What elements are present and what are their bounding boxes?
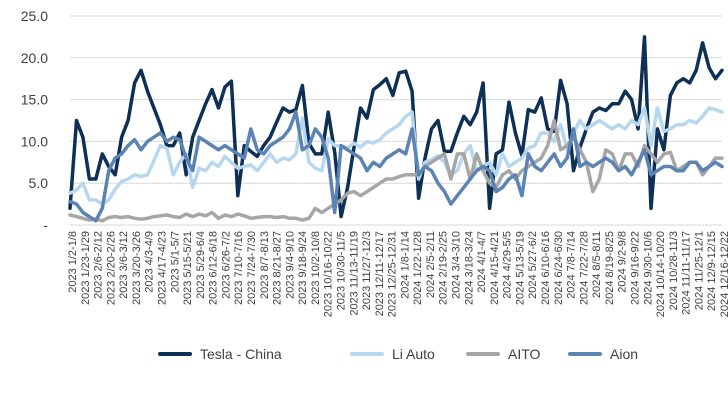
x-tick-label: 2024 10/28-11/3 [668,231,680,310]
gridlines [70,15,722,226]
legend-label: Tesla - China [200,346,282,362]
x-tick-label: 2023 8/21-8/27 [272,231,284,305]
x-tick-label: 2024 4/15-4/21 [489,231,501,305]
y-tick-label: 20.0 [21,50,48,66]
x-tick-label: 2023 5/1-5/7 [169,231,181,293]
legend-label: AITO [508,346,541,362]
x-tick-label: 2024 12/16-12/22 [719,231,728,317]
series-lines [68,35,724,223]
x-tick-label: 2023 7/24-7/30 [246,231,258,305]
series-line-2 [68,118,724,223]
x-tick-label: 2024 8/19-8/25 [604,231,616,305]
x-tick-label: 2024 11/11-11/17 [681,231,693,315]
y-tick-label: 10.0 [21,133,48,149]
x-tick-label: 2024 9/16-9/22 [630,231,642,305]
y-tick-label: - [43,217,48,233]
x-tick-label: 2023 1/23-1/29 [80,231,92,305]
x-tick-label: 2024 4/1-4/7 [476,231,488,293]
x-tick-label: 2024 1/22-1/28 [412,231,424,305]
x-tick-label: 2023 11/13-11/19 [348,231,360,316]
x-tick-label: 2024 1/8-1/14 [399,231,411,299]
x-tick-label: 2023 7/10-7/16 [233,231,245,305]
y-tick-label: 15.0 [21,92,48,108]
x-tick-label: 2024 5/13-5/19 [515,231,527,305]
x-tick-label: 2023 8/7-8/13 [259,231,271,299]
y-tick-label: 5.0 [29,175,49,191]
x-tick-label: 2023 10/30-11/5 [336,231,348,310]
x-tick-label: 2023 4/3-4/9 [144,231,156,293]
x-tick-label: 2023 4/17-4/23 [157,231,169,305]
x-tick-label: 2023 2/6-2/12 [93,231,105,299]
x-tick-label: 2024 6/10-6/16 [540,231,552,305]
x-tick-label: 2024 10/14-10/20 [655,231,667,317]
x-tick-label: 2024 11/25-12/1 [693,231,705,310]
x-axis: 2023 1/2-1/8 2023 1/23-1/29 2023 2/6-2/12 2… [67,231,728,317]
x-tick-label: 2023 12/25-12/31 [387,231,399,317]
x-tick-label: 2024 2/19-2/25 [438,231,450,305]
x-tick-label: 2024 7/22-7/28 [578,231,590,305]
x-tick-label: 2023 2/20-2/26 [105,231,117,305]
x-tick-label: 2023 10/2-10/8 [310,231,322,305]
x-tick-label: 2024 6/24-6/30 [553,231,565,305]
legend-label: Aion [610,346,638,362]
series-line-3 [68,110,724,223]
x-tick-label: 2024 3/4-3/10 [451,231,463,299]
x-tick-label: 2024 5/27-6/2 [527,231,539,299]
legend-label: Li Auto [392,346,435,362]
x-tick-label: 2023 6/26-7/2 [220,231,232,299]
x-tick-label: 2023 5/29-6/4 [195,231,207,299]
x-tick-label: 2023 9/4-9/10 [284,231,296,299]
x-tick-label: 2023 9/18-9/24 [297,231,309,305]
legend: Tesla - China Li Auto AITO Aion [158,346,638,362]
x-tick-label: 2024 2/5-2/11 [425,231,437,298]
x-tick-label: 2023 1/2-1/8 [67,231,79,293]
x-tick-label: 2023 3/6-3/12 [118,231,130,299]
x-tick-label: 2024 3/18-3/24 [463,231,475,305]
x-tick-label: 2024 9/2-9/8 [617,231,629,293]
y-tick-label: 25.0 [21,8,48,24]
x-tick-label: 2023 11/27-12/3 [361,231,373,310]
x-tick-label: 2023 3/20-3/26 [131,231,143,305]
x-tick-label: 2023 6/12-6/18 [208,231,220,305]
x-tick-label: 2024 9/30-10/6 [642,231,654,305]
series-line-0 [68,35,724,219]
x-tick-label: 2024 8/5-8/11 [591,231,603,298]
y-axis: 25.0 20.0 15.0 10.0 5.0 - [21,8,49,233]
x-tick-label: 2023 10/16-10/22 [323,231,335,317]
x-tick-label: 2023 12/11-12/17 [374,231,386,316]
x-tick-label: 2024 4/29-5/5 [502,231,514,299]
x-tick-label: 2023 5/15-5/21 [182,231,194,305]
x-tick-label: 2024 12/9-12/15 [706,231,718,311]
series-line-1 [68,106,724,206]
x-tick-label: 2024 7/8-7/14 [566,231,578,299]
